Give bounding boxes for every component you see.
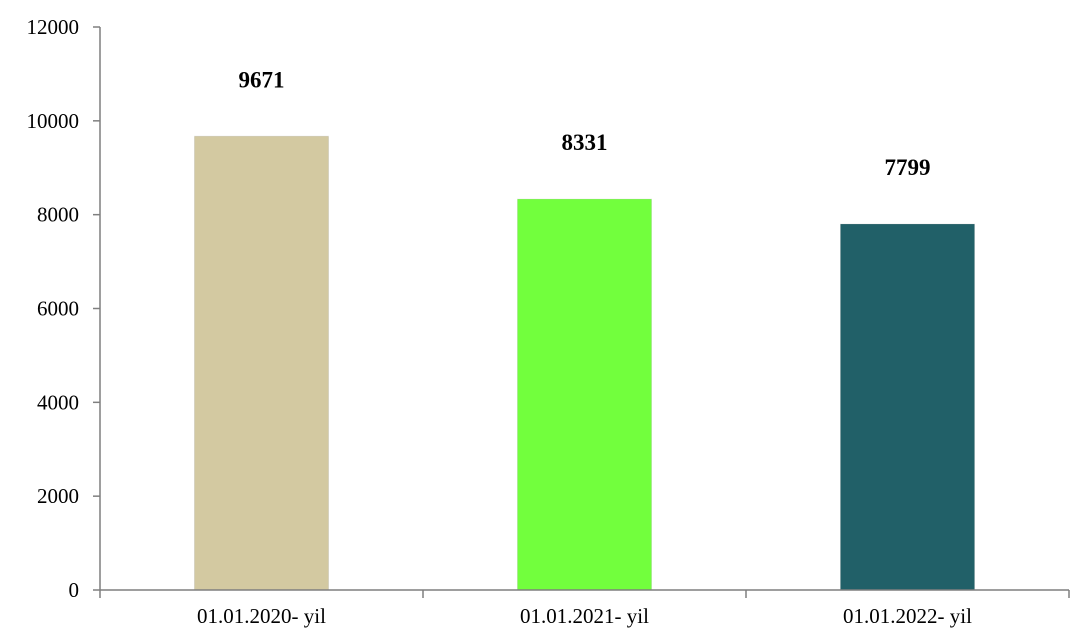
data-label: 7799	[885, 155, 931, 180]
y-tick-label: 4000	[37, 390, 79, 414]
bar	[517, 198, 652, 591]
bar	[840, 223, 975, 591]
y-tick-label: 10000	[27, 109, 80, 133]
data-label: 8331	[562, 130, 608, 155]
y-axis-ticks: 0 2000 4000 6000 8000 10000 12000	[27, 15, 100, 602]
y-tick-label: 6000	[37, 297, 79, 321]
x-category-label: 01.01.2022- yil	[843, 604, 972, 628]
x-axis-labels: 01.01.2020- yil 01.01.2021- yil 01.01.2022…	[197, 604, 972, 628]
x-category-label: 01.01.2021- yil	[520, 604, 649, 628]
x-category-label: 01.01.2020- yil	[197, 604, 326, 628]
x-axis-ticks	[99, 590, 1070, 598]
y-tick-label: 0	[69, 578, 80, 602]
data-labels-group: 9671 8331 7799	[239, 67, 931, 180]
bar	[194, 135, 329, 591]
bars-group	[194, 135, 975, 591]
y-tick-label: 8000	[37, 203, 79, 227]
data-label: 9671	[239, 67, 285, 92]
y-tick-label: 2000	[37, 484, 79, 508]
y-tick-label: 12000	[27, 15, 80, 39]
